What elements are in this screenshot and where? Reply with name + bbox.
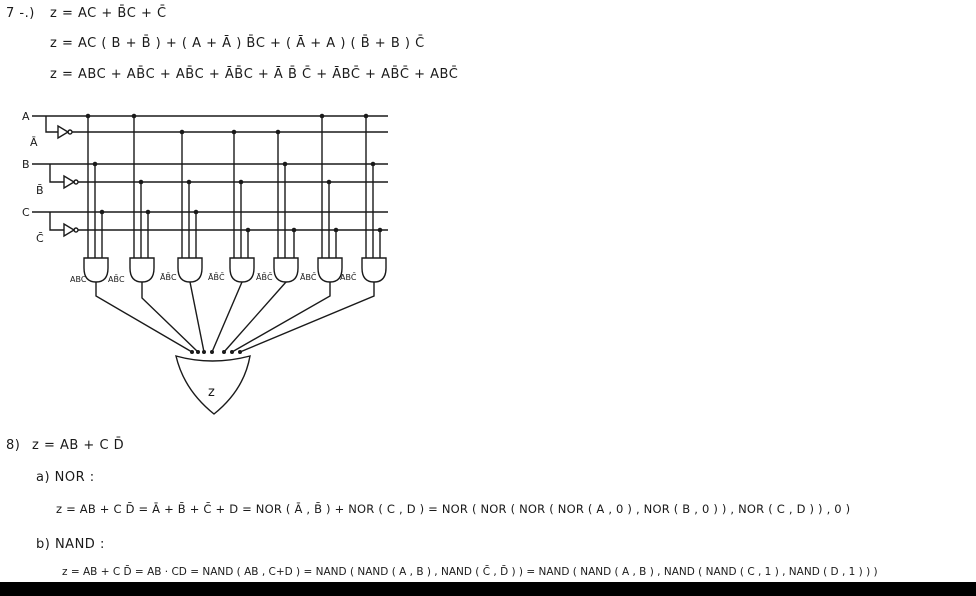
and-gate-5 <box>273 257 299 283</box>
part-b-line: z = AB + C D̄ = AB · CD = NAND ( AB , C+… <box>62 566 878 578</box>
and-gate-2 <box>129 257 155 283</box>
gate-label-2: AB̄C <box>108 274 125 284</box>
and-gate-1 <box>83 257 109 283</box>
inverter-B <box>49 164 76 190</box>
problem8-label: 8) <box>6 438 21 453</box>
gate-label-1: ABC <box>70 275 87 284</box>
logic-circuit-diagram: A Ā B B̄ C C̄ ABC AB̄C ĀB̄C ĀB̄C̄ ĀB̄C̄ … <box>22 110 388 415</box>
gate-label-5: ĀB̄C̄ <box>256 272 273 282</box>
problem7-line2: z = AC ( B + B̄ ) + ( A + Ā ) B̄C + ( Ā … <box>50 36 425 51</box>
gate-label-7: ABC̄ <box>340 272 357 282</box>
and-gate-4 <box>229 257 255 283</box>
inverter-C <box>49 212 76 238</box>
part-a-label: a) NOR : <box>36 470 95 485</box>
gate-label-6: ĀBC̄ <box>300 272 317 282</box>
problem7-line3: z = ABC + AB̄C + AB̄C + ĀB̄C + Ā B̄ C̄ +… <box>50 67 459 82</box>
gate-label-3: ĀB̄C <box>160 272 177 282</box>
input-label-Bnot: B̄ <box>36 184 44 197</box>
and-gate-6 <box>317 257 343 283</box>
gate-label-4: ĀB̄C̄ <box>208 272 225 282</box>
and-gate-7 <box>361 257 387 283</box>
input-label-Cnot: C̄ <box>36 232 44 245</box>
output-label: z <box>208 385 215 400</box>
input-label-B: B <box>22 158 30 171</box>
input-label-C: C <box>22 206 30 219</box>
problem7-line1: z = AC + B̄C + C̄ <box>50 6 167 21</box>
input-label-A: A <box>22 110 30 123</box>
or-gate-output <box>175 355 251 415</box>
part-b-label: b) NAND : <box>36 537 105 552</box>
bottom-black-bar <box>0 582 976 596</box>
inverter-A <box>45 116 70 140</box>
problem7-label: 7 -.) <box>6 6 35 21</box>
part-a-line: z = AB + C D̄ = Ā + B̄ + C̄ + D = NOR ( … <box>56 502 851 516</box>
and-gate-3 <box>177 257 203 283</box>
problem8-expression: z = AB + C D̄ <box>32 438 125 453</box>
input-label-Anot: Ā <box>30 136 38 149</box>
